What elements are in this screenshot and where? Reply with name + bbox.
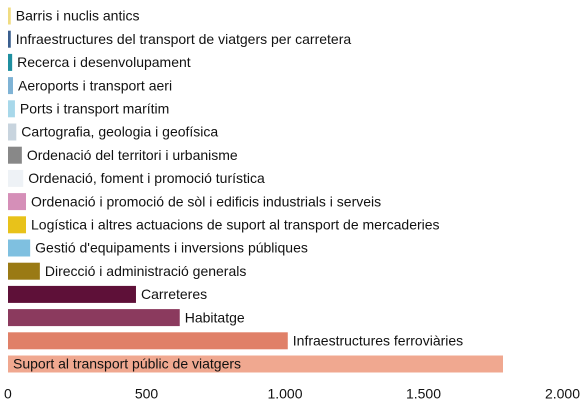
bar-label: Gestió d'equipaments i inversions públiq… <box>35 240 308 256</box>
bar-label: Ordenació, foment i promoció turística <box>28 170 265 186</box>
bar <box>8 193 27 211</box>
bar <box>8 169 24 187</box>
bar-label: Infraestructures del transport de viatge… <box>16 31 352 47</box>
bar-label: Infraestructures ferroviàries <box>293 333 463 349</box>
bar <box>8 309 180 327</box>
x-tick-label: 500 <box>135 386 159 402</box>
bar-label: Barris i nuclis antics <box>16 8 140 24</box>
bar <box>8 332 288 350</box>
bar <box>8 262 40 280</box>
bar <box>8 123 17 141</box>
bar-label: Cartografia, geologia i geofísica <box>21 124 218 140</box>
bar <box>8 100 15 118</box>
bar-label: Aeroports i transport aeri <box>18 77 172 93</box>
bar-label: Suport al transport públic de viatgers <box>13 356 241 372</box>
bar-label: Logística i altres actuacions de suport … <box>31 217 440 233</box>
bar-label: Recerca i desenvolupament <box>17 54 191 70</box>
bar <box>8 77 13 95</box>
bar <box>8 30 11 48</box>
bar-label: Carreteres <box>141 286 207 302</box>
x-tick-label: 1.500 <box>406 386 441 402</box>
bar <box>8 355 503 373</box>
bar-label: Ordenació del territori i urbanisme <box>27 147 238 163</box>
bar <box>8 239 31 257</box>
bar-label: Direcció i administració generals <box>45 263 247 279</box>
bar <box>8 146 22 164</box>
bar-label: Ports i transport marítim <box>20 101 169 117</box>
x-tick-label: 1.000 <box>267 386 302 402</box>
x-tick-label: 2.000 <box>545 386 580 402</box>
bar-label: Ordenació i promoció de sòl i edificis i… <box>31 193 381 209</box>
bar-label: Habitatge <box>185 309 245 325</box>
bar <box>8 285 136 303</box>
bar <box>8 7 11 25</box>
bar <box>8 53 13 71</box>
bar <box>8 216 27 234</box>
x-tick-label: 0 <box>4 386 12 402</box>
